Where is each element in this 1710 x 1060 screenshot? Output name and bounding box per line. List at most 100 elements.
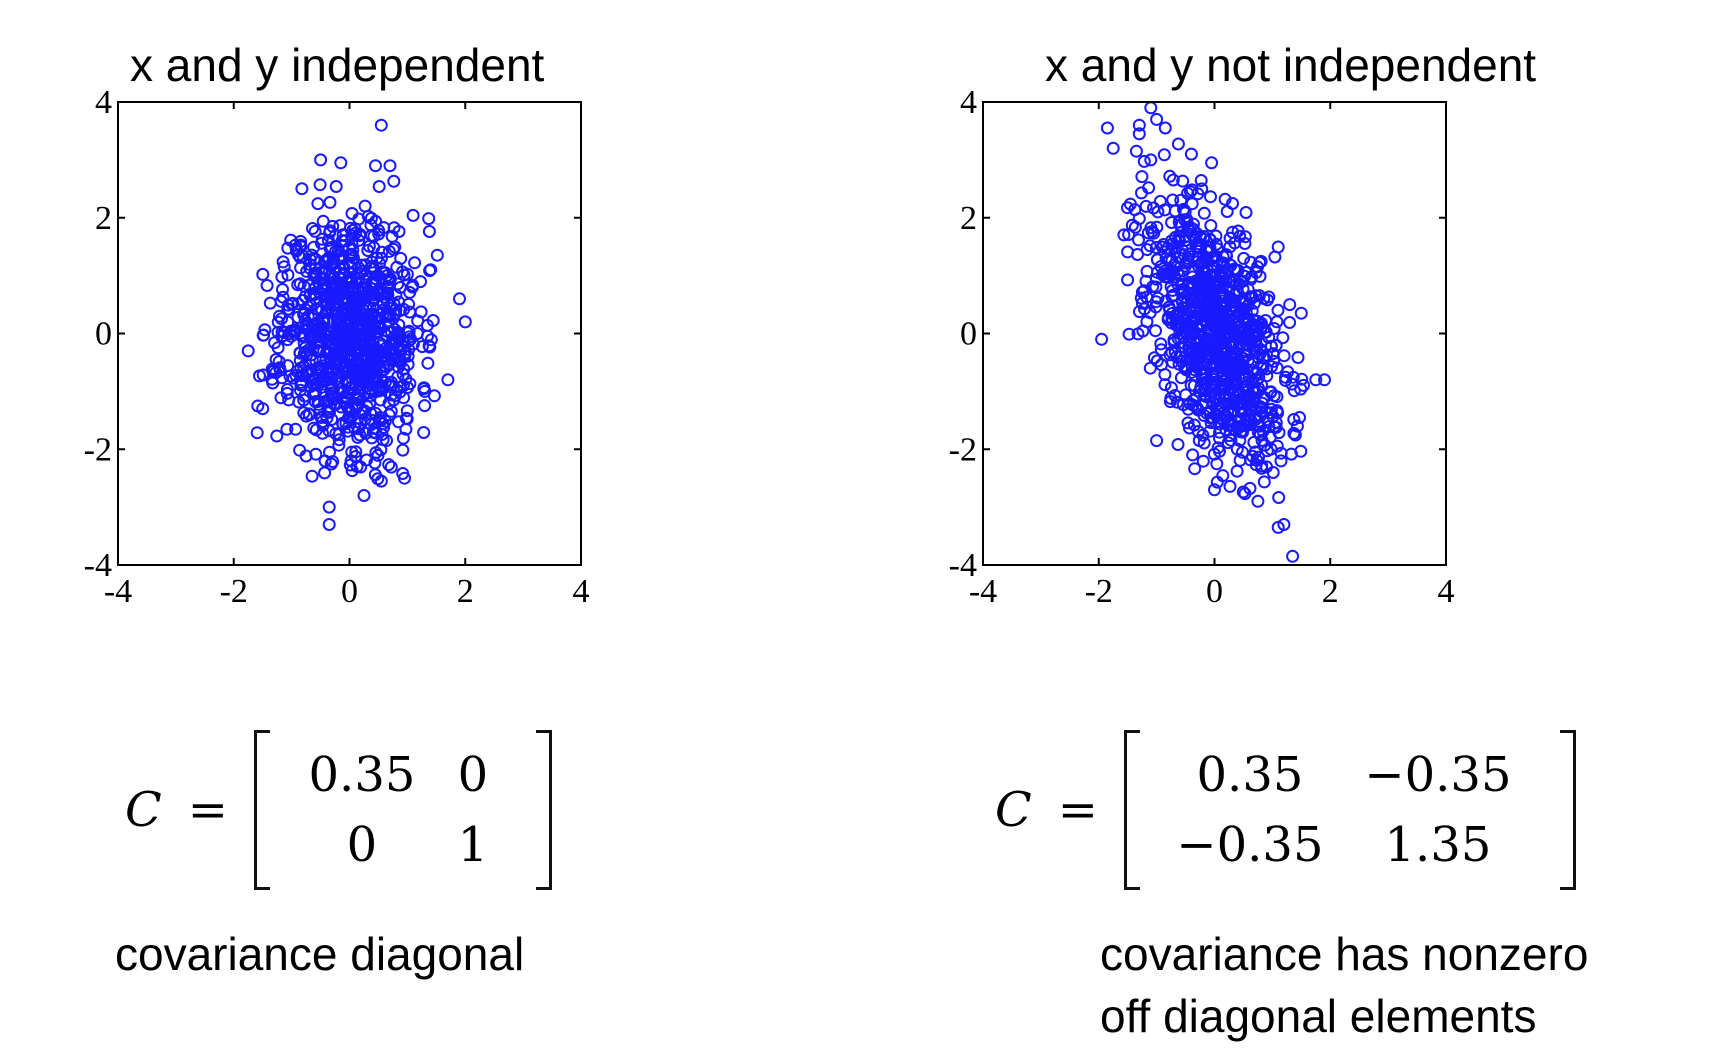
scatter-point bbox=[318, 454, 332, 468]
scatter-point bbox=[1242, 409, 1256, 423]
scatter-point bbox=[1142, 181, 1156, 195]
scatter-point bbox=[316, 214, 330, 228]
scatter-point bbox=[1178, 290, 1192, 304]
scatter-point bbox=[286, 296, 300, 310]
scatter-point bbox=[392, 415, 405, 429]
scatter-point bbox=[324, 457, 338, 471]
scatter-point bbox=[1196, 454, 1210, 468]
scatter-point bbox=[417, 381, 431, 395]
scatter-point bbox=[347, 366, 361, 380]
scatter-point bbox=[1207, 259, 1221, 273]
scatter-point bbox=[1257, 292, 1271, 305]
scatter-point bbox=[1146, 280, 1160, 294]
scatter-point bbox=[1286, 549, 1300, 563]
scatter-point bbox=[453, 292, 466, 306]
scatter-point bbox=[1150, 354, 1164, 368]
scatter-point bbox=[325, 336, 339, 350]
scatter-point bbox=[334, 272, 348, 286]
scatter-point bbox=[258, 323, 272, 337]
scatter-point bbox=[398, 471, 411, 485]
scatter-point bbox=[403, 377, 417, 391]
scatter-point bbox=[1158, 121, 1172, 135]
scatter-point bbox=[1174, 305, 1187, 319]
scatter-point bbox=[1197, 206, 1211, 220]
scatter-point bbox=[422, 225, 436, 238]
scatter-point bbox=[289, 422, 303, 436]
scatter-point bbox=[1176, 329, 1190, 343]
scatter-point bbox=[1186, 270, 1200, 284]
scatter-point bbox=[1191, 187, 1205, 201]
scatter-point bbox=[374, 118, 388, 132]
scatter-point bbox=[315, 410, 329, 424]
scatter-point bbox=[1255, 401, 1269, 415]
scatter-point bbox=[389, 306, 402, 320]
scatter-point bbox=[392, 225, 406, 238]
scatter-point bbox=[1184, 147, 1198, 161]
scatter-point bbox=[359, 362, 373, 376]
scatter-point bbox=[260, 279, 274, 292]
scatter-point bbox=[256, 267, 270, 281]
scatter-point bbox=[1149, 295, 1163, 309]
scatter-point bbox=[1211, 414, 1225, 428]
scatter-point bbox=[1184, 378, 1198, 392]
scatter-point bbox=[323, 226, 337, 240]
scatter-point bbox=[1144, 101, 1158, 115]
scatter-point bbox=[1150, 253, 1164, 267]
scatter-point bbox=[418, 399, 432, 413]
scatter-point bbox=[1095, 332, 1109, 346]
scatter-point bbox=[309, 336, 323, 350]
scatter-point bbox=[349, 445, 363, 459]
scatter-point bbox=[280, 422, 294, 436]
scatter-point bbox=[346, 223, 360, 237]
scatter-point bbox=[1266, 466, 1280, 479]
scatter-point bbox=[1159, 294, 1173, 308]
scatter-point bbox=[1233, 453, 1247, 467]
scatter-point bbox=[1294, 306, 1308, 320]
scatter-point bbox=[1186, 448, 1200, 462]
scatter-point bbox=[1251, 494, 1265, 508]
scatter-point bbox=[352, 233, 366, 247]
scatter-point bbox=[329, 180, 343, 193]
scatter-point bbox=[1249, 289, 1263, 303]
scatter-point bbox=[323, 355, 337, 369]
scatter-point bbox=[332, 438, 346, 452]
y-tick-label: 4 bbox=[960, 84, 977, 121]
scatter-point bbox=[353, 428, 367, 442]
scatter-point bbox=[335, 361, 349, 374]
scatter-point bbox=[390, 260, 404, 274]
scatter-point bbox=[1202, 334, 1216, 348]
scatter-point bbox=[408, 256, 422, 270]
scatter-point bbox=[1166, 173, 1180, 187]
scatter-point bbox=[403, 305, 417, 319]
scatter-point bbox=[311, 197, 325, 211]
scatter-point bbox=[333, 299, 347, 313]
scatter-point bbox=[406, 208, 420, 222]
scatter-point bbox=[1291, 351, 1305, 364]
scatter-point bbox=[458, 315, 472, 329]
scatter-point bbox=[1199, 281, 1213, 295]
scatter-point bbox=[1192, 434, 1206, 447]
scatter-point bbox=[1191, 425, 1205, 438]
scatter-point bbox=[400, 412, 414, 426]
scatter-point bbox=[1200, 244, 1214, 258]
scatter-point bbox=[322, 361, 336, 375]
scatter-point bbox=[410, 327, 424, 340]
scatter-point bbox=[1132, 127, 1146, 141]
scatter-point bbox=[1224, 291, 1238, 305]
scatter-point bbox=[1267, 322, 1281, 335]
scatter-point bbox=[1288, 428, 1302, 442]
scatter-point bbox=[1277, 518, 1291, 531]
scatter-point bbox=[311, 330, 325, 344]
scatter-point bbox=[1207, 373, 1221, 386]
scatter-point bbox=[297, 406, 311, 420]
scatter-point bbox=[1287, 413, 1301, 426]
scatter-point bbox=[422, 339, 436, 353]
scatter-point bbox=[1166, 355, 1180, 369]
scatter-point bbox=[382, 458, 396, 472]
scatter-point bbox=[281, 315, 295, 329]
scatter-point bbox=[1270, 390, 1284, 404]
scatter-point bbox=[1106, 141, 1120, 155]
matrix-equals: = bbox=[187, 782, 228, 838]
scatter-point bbox=[357, 489, 371, 502]
scatter-point bbox=[323, 195, 337, 209]
